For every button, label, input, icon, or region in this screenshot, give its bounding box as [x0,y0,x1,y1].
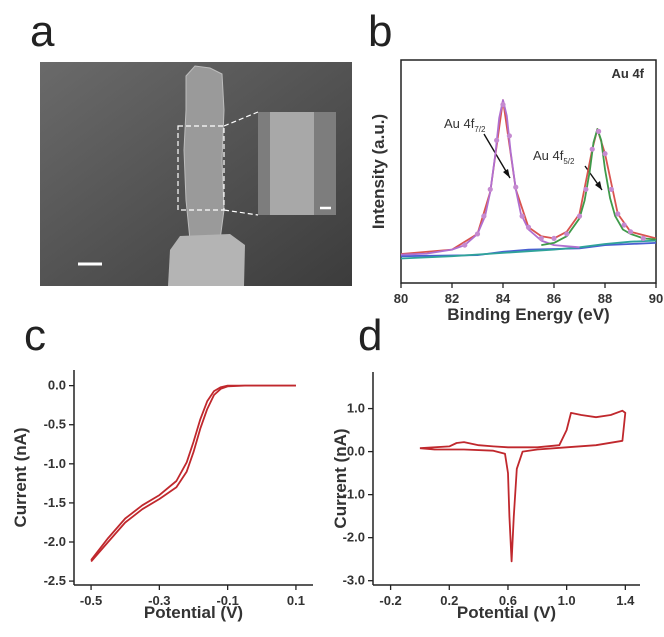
data-line [400,239,657,260]
data-point [474,231,481,237]
data-point [608,186,614,192]
data-point [551,235,557,241]
y-tick-label: 0.0 [347,444,365,459]
data-line [400,99,580,256]
data-point [621,222,627,228]
panel-label: c [24,311,46,360]
x-tick-label: -0.2 [379,593,401,608]
x-axis-label: Binding Energy (eV) [447,305,609,324]
data-point [506,133,512,139]
data-point [481,213,487,219]
panel-label: d [358,311,382,360]
x-tick-label: 82 [445,291,459,306]
x-tick-label: -0.1 [216,593,238,608]
x-tick-label: 1.0 [558,593,576,608]
data-point [564,231,570,237]
data-point [462,242,468,248]
peak-label-sub: 5/2 [563,157,575,166]
data-point [576,213,583,219]
data-point [583,186,589,192]
x-axis-label: Potential (V) [144,603,243,622]
annotation: Au 4f [612,66,645,81]
x-tick-label: -0.5 [80,593,102,608]
data-point [494,137,500,143]
y-tick-label: 1.0 [347,401,365,416]
data-point [487,186,493,192]
peak-label-sub: 7/2 [474,125,486,134]
data-line [419,409,627,563]
x-tick-label: 1.4 [616,593,635,608]
data-point [615,211,621,217]
y-tick-label: -2.0 [343,530,365,545]
peak-label: Au 4f7/2 [444,116,486,134]
data-line [541,128,657,246]
x-tick-label: 90 [649,291,663,306]
panel: -0.2 0.2 0.6 1.0 1.4 1.0 0.0 -1.0 -2.0 -3.0 Potent… [331,372,640,622]
x-tick-label: 0.2 [440,593,458,608]
panel-label: a [30,7,55,56]
y-tick-label: -3.0 [343,573,365,588]
peak-label-text: Au 4f [533,148,564,163]
data-point [519,213,525,219]
panel-label: b [368,7,392,56]
data-line [90,384,296,561]
panel: -0.5 -0.3 -0.1 0.1 0.0 -0.5 -1.0 -1.5 -2.0 -2.5 Po… [11,370,313,622]
data-line [400,99,657,255]
x-tick-label: 88 [598,291,612,306]
plot-frame [400,59,657,284]
y-tick-label: -1.0 [343,487,365,502]
y-tick-label: -1.0 [44,456,66,471]
x-tick-label: 80 [394,291,408,306]
peak-label-text: Au 4f [444,116,475,131]
y-axis-label: Current (nA) [331,428,350,528]
panel: 80 82 84 86 88 90 Binding Energy (eV) Intensity… [369,59,663,324]
sem-image [40,62,352,286]
data-point [500,102,506,108]
data-point [525,224,532,230]
y-tick-label: 0.0 [48,378,66,393]
y-tick-label: -0.5 [44,417,66,432]
x-axis-label: Potential (V) [457,603,556,622]
peak-label: Au 4f5/2 [533,148,575,166]
x-tick-label: 86 [547,291,561,306]
data-point [589,146,595,152]
data-point [596,128,602,134]
x-tick-label: 0.1 [287,593,305,608]
data-point [513,184,519,190]
y-tick-label: -2.0 [44,534,66,549]
y-tick-label: -1.5 [44,495,66,510]
data-point [640,235,646,241]
data-line [90,384,296,563]
x-tick-label: -0.3 [148,593,170,608]
data-point [602,151,608,157]
x-tick-label: 0.6 [499,593,517,608]
x-tick-label: 84 [496,291,511,306]
data-point [538,235,544,241]
data-line [400,242,657,258]
y-axis-label: Current (nA) [11,427,30,527]
y-axis-label: Intensity (a.u.) [369,114,388,229]
data-point [627,229,634,235]
y-tick-label: -2.5 [44,573,66,588]
